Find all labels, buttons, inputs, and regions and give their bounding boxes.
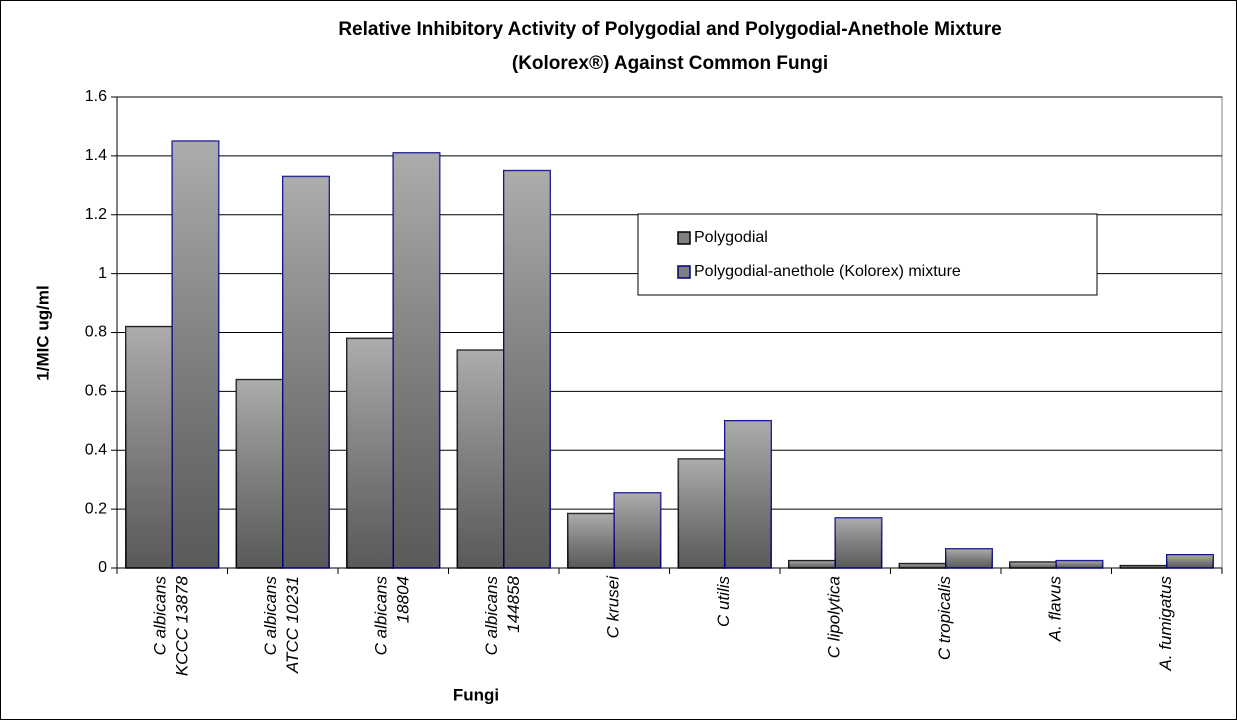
bar [346, 337, 394, 569]
y-tick-label: 1.2 [85, 206, 107, 223]
legend-label: Polygodial-anethole (Kolorex) mixture [694, 263, 961, 280]
x-tick-label: A. fumigatus [1156, 576, 1175, 672]
x-tick-label: ATCC 10231 [283, 576, 302, 674]
bar [898, 562, 947, 569]
legend-box [637, 213, 1098, 296]
x-tick-label: C lipolytica [825, 576, 844, 658]
bar [613, 492, 662, 569]
x-tick-label: C albicans [261, 576, 280, 656]
x-tick-label: KCCC 13878 [173, 575, 192, 676]
x-tick-label: 18804 [394, 576, 413, 623]
bar [503, 169, 551, 569]
bar [235, 378, 284, 569]
x-tick-label: C tropicalis [935, 576, 954, 661]
x-tick-label: 144858 [504, 575, 523, 632]
bar [1166, 554, 1214, 569]
y-tick-label: 0 [98, 559, 107, 576]
y-axis-label: 1/MIC ug/ml [33, 285, 52, 380]
bar [282, 175, 330, 569]
bar [945, 548, 993, 569]
legend-swatch [677, 231, 691, 245]
y-tick-label: 1.6 [85, 88, 107, 105]
y-tick-label: 0.6 [85, 383, 107, 400]
x-tick-label: C albicans [372, 576, 391, 656]
chart-title: (Kolorex®) Against Common Fungi [512, 53, 828, 74]
x-tick-label: C krusei [604, 575, 623, 639]
legend-label: Polygodial [694, 229, 768, 246]
bar [788, 559, 837, 569]
bar [1009, 561, 1058, 569]
bar [567, 512, 616, 569]
x-tick-label: A. flavus [1046, 576, 1065, 643]
bar [1119, 564, 1168, 569]
y-tick-label: 1 [98, 265, 107, 282]
x-tick-label: C utilis [714, 576, 733, 628]
x-tick-label: C albicans [482, 576, 501, 656]
legend-swatch [677, 265, 691, 279]
chart-title: Relative Inhibitory Activity of Polygodi… [338, 19, 1001, 40]
bar [834, 517, 883, 569]
x-axis-label: Fungi [453, 685, 499, 704]
bar [1055, 559, 1104, 569]
y-tick-label: 1.4 [85, 147, 107, 164]
x-tick-label: C albicans [151, 576, 170, 656]
y-tick-label: 0.2 [85, 500, 107, 517]
bar [125, 325, 173, 569]
bar [171, 140, 220, 569]
y-tick-label: 0.4 [85, 441, 107, 458]
bar [724, 420, 772, 569]
bar [456, 349, 505, 569]
bar [392, 152, 441, 569]
bar [677, 458, 726, 569]
y-tick-label: 0.8 [85, 324, 107, 341]
